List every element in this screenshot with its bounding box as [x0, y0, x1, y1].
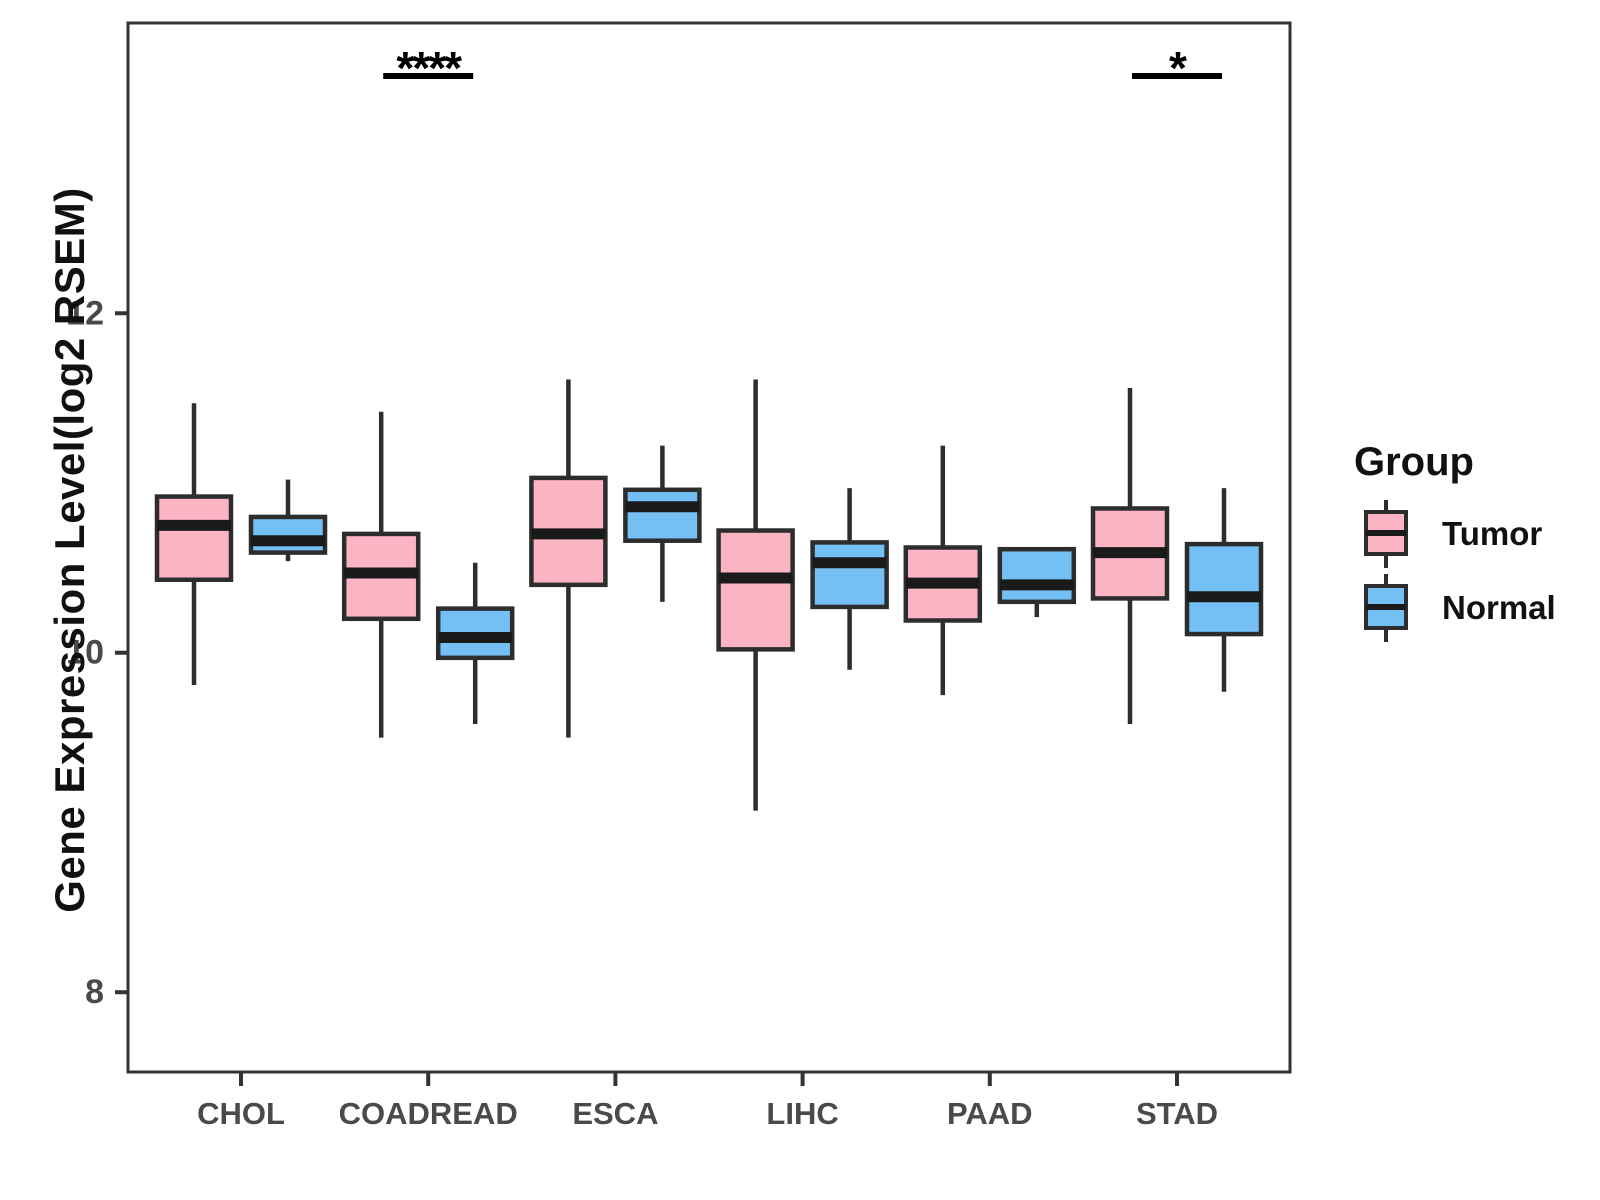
normal-boxplot-swatch-icon — [1364, 574, 1408, 642]
x-tick-label: COADREAD — [339, 1096, 518, 1131]
y-tick-label: 12 — [66, 294, 104, 332]
legend-title: Group — [1354, 440, 1474, 484]
y-axis-title: Gene Expression Level(log2 RSEM) — [46, 187, 93, 913]
box-rect — [810, 540, 889, 610]
box-rect — [997, 546, 1077, 605]
legend-item-tumor: Tumor — [1322, 499, 1598, 569]
tumor-boxplot-swatch-icon — [1364, 500, 1408, 568]
legend: Group Tumor Normal — [1322, 440, 1598, 647]
significance-label: * — [1169, 42, 1187, 94]
significance-label: **** — [396, 42, 462, 94]
box-rect — [248, 514, 328, 555]
x-tick-label: ESCA — [572, 1096, 658, 1131]
x-tick-label: PAAD — [947, 1096, 1033, 1131]
box-rect — [1184, 541, 1264, 637]
legend-label-normal: Normal — [1442, 589, 1556, 626]
legend-label-tumor: Tumor — [1442, 515, 1543, 552]
x-tick-label: CHOL — [197, 1096, 285, 1131]
legend-item-normal: Normal — [1322, 573, 1598, 643]
box-rect — [716, 528, 795, 652]
x-tick-label: LIHC — [766, 1096, 838, 1131]
y-tick-label: 10 — [66, 634, 104, 672]
box-rect — [623, 487, 702, 543]
x-tick-label: STAD — [1136, 1096, 1218, 1131]
box-rect — [154, 494, 234, 583]
y-tick-label: 8 — [85, 973, 104, 1011]
